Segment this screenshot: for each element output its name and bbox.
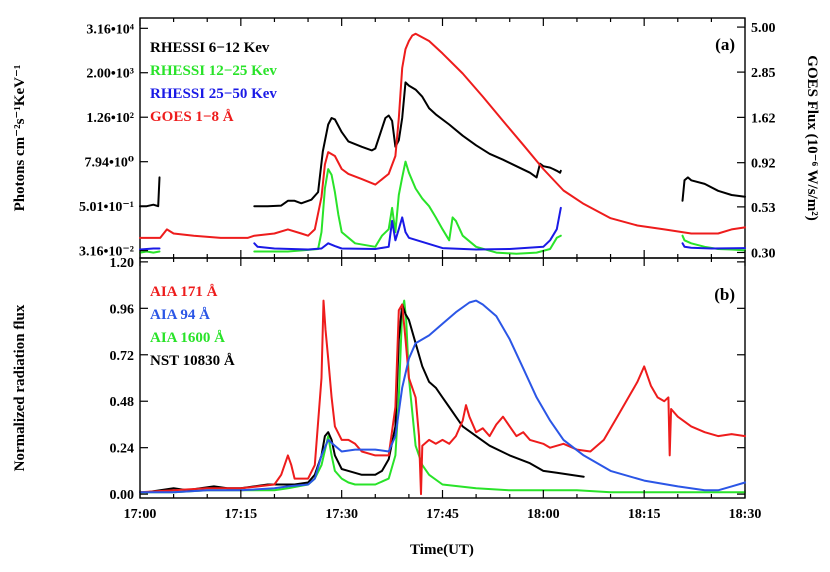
panel-a-right-tick-label: 0.53: [751, 201, 776, 216]
legend-aia-1600: AIA 1600 Å: [150, 330, 225, 346]
panel-a-left-tick-label: 2.00•10³: [86, 67, 134, 82]
panel-a-right-tick-label: 0.92: [751, 157, 776, 172]
x-tick-label: 17:00: [124, 507, 157, 522]
panel-b-y-tick-label: 1.20: [110, 256, 135, 271]
series-rhessi-6-12-kev-segment-2: [253, 81, 562, 208]
x-tick-label: 17:30: [325, 507, 358, 522]
series-aia-171: [139, 299, 746, 496]
x-tick-label: 18:00: [527, 507, 560, 522]
x-axis-label: Time(UT): [410, 542, 474, 558]
panel-b-y-tick-label: 0.96: [110, 302, 135, 317]
series-rhessi-6-12-kev-segment-1: [139, 176, 161, 208]
x-tick-label: 18:15: [628, 507, 661, 522]
panel-a-right-tick-label: 5.00: [751, 21, 776, 36]
panel-b-ylabel: Normalized radiation flux: [12, 304, 28, 471]
panel-a-left-tick-label: 5.01•10⁻¹: [79, 200, 134, 215]
x-tick-label: 18:30: [729, 507, 762, 522]
panel-b-frame: [139, 257, 746, 499]
series-rhessi-25-50-kev-segment-1: [139, 247, 161, 251]
legend-rhessi-25-50: RHESSI 25−50 Kev: [150, 86, 277, 102]
legend-rhessi-12-25: RHESSI 12−25 Kev: [150, 63, 277, 79]
x-tick-label: 17:45: [426, 507, 459, 522]
panel-b-y-tick-label: 0.72: [110, 349, 135, 364]
panel-a-right-tick-label: 2.85: [751, 66, 776, 81]
panel-b-y-tick-label: 0.00: [110, 488, 135, 503]
panel-a-label: (a): [715, 35, 735, 54]
legend-aia-94: AIA 94 Å: [150, 307, 210, 323]
panel-a-right-tick-label: 1.62: [751, 111, 776, 126]
legend-rhessi-6-12: RHESSI 6−12 Kev: [150, 40, 270, 56]
panel-a-right-ylabel: GOES Flux (10⁻⁶ W/s/m²): [804, 55, 820, 220]
panel-a-left-tick-label: 3.16•10⁻²: [79, 245, 134, 260]
panel-a-left-tick-label: 1.26•10²: [86, 111, 134, 126]
series-rhessi-25-50-kev-segment-3: [681, 242, 746, 250]
panel-a-series: [139, 32, 746, 255]
series-rhessi-25-50-kev-segment-2: [253, 206, 562, 251]
x-tick-label: 17:15: [224, 507, 257, 522]
panel-b-y-tick-label: 0.24: [110, 442, 135, 457]
panel-b-series: [139, 299, 746, 496]
series-aia-94: [139, 299, 746, 494]
legend-aia-171: AIA 171 Å: [150, 284, 218, 300]
series-goes-1-8-segment-1: [139, 32, 746, 239]
panel-a-left-tick-label: 7.94•10⁰: [84, 156, 134, 171]
panel-a-left-ylabel: Photons cm⁻²s⁻¹KeV⁻¹: [12, 65, 28, 212]
panel-a-right-tick-label: 0.30: [751, 246, 776, 261]
series-rhessi-6-12-kev-segment-3: [681, 176, 746, 202]
axis-ticks: 3.16•10⁻² 5.01•10⁻¹ 7.94•10⁰ 1.26•10² 2.00•1…: [79, 18, 776, 522]
legend-goes: GOES 1−8 Å: [150, 109, 234, 125]
series-rhessi-12-25-kev-segment-2: [253, 160, 562, 255]
series-rhessi-12-25-kev-segment-1: [139, 250, 161, 254]
panel-b-label: (b): [714, 285, 735, 304]
legend-nst-10830: NST 10830 Å: [150, 353, 235, 369]
panel-a-left-tick-label: 3.16•10⁴: [86, 22, 134, 37]
panel-b-y-tick-label: 0.48: [110, 395, 135, 410]
series-rhessi-12-25-kev-segment-3: [681, 234, 746, 252]
